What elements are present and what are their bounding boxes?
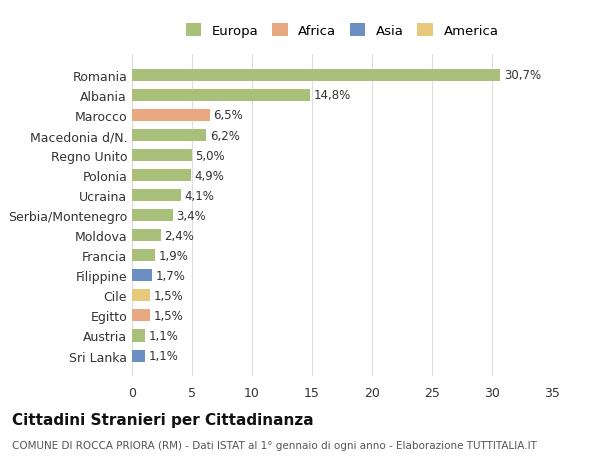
Bar [132, 90, 310, 102]
Bar [132, 270, 152, 282]
Bar [132, 250, 155, 262]
Text: 3,4%: 3,4% [176, 209, 206, 222]
Text: 14,8%: 14,8% [313, 89, 350, 102]
Text: 5,0%: 5,0% [196, 149, 225, 162]
Text: 4,9%: 4,9% [194, 169, 224, 182]
Bar [132, 190, 181, 202]
Text: 2,4%: 2,4% [164, 229, 194, 242]
Bar [132, 290, 150, 302]
Text: 1,5%: 1,5% [154, 289, 184, 302]
Text: COMUNE DI ROCCA PRIORA (RM) - Dati ISTAT al 1° gennaio di ogni anno - Elaborazio: COMUNE DI ROCCA PRIORA (RM) - Dati ISTAT… [12, 440, 537, 450]
Text: 1,1%: 1,1% [149, 349, 179, 362]
Bar [132, 210, 173, 222]
Bar [132, 350, 145, 362]
Bar [132, 130, 206, 142]
Text: 6,2%: 6,2% [210, 129, 240, 142]
Text: 1,9%: 1,9% [158, 249, 188, 262]
Text: Cittadini Stranieri per Cittadinanza: Cittadini Stranieri per Cittadinanza [12, 412, 314, 427]
Legend: Europa, Africa, Asia, America: Europa, Africa, Asia, America [182, 20, 502, 42]
Bar [132, 330, 145, 342]
Text: 30,7%: 30,7% [504, 69, 541, 82]
Bar [132, 170, 191, 182]
Text: 1,5%: 1,5% [154, 309, 184, 322]
Text: 1,7%: 1,7% [156, 269, 186, 282]
Bar [132, 110, 210, 122]
Bar [132, 230, 161, 242]
Bar [132, 150, 192, 162]
Text: 1,1%: 1,1% [149, 329, 179, 342]
Bar [132, 70, 500, 82]
Text: 4,1%: 4,1% [185, 189, 215, 202]
Bar [132, 310, 150, 322]
Text: 6,5%: 6,5% [214, 109, 244, 122]
